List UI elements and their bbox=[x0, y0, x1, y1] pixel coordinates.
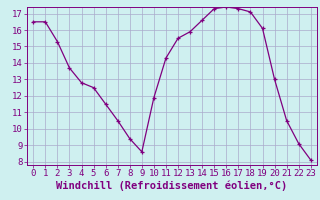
X-axis label: Windchill (Refroidissement éolien,°C): Windchill (Refroidissement éolien,°C) bbox=[56, 181, 288, 191]
